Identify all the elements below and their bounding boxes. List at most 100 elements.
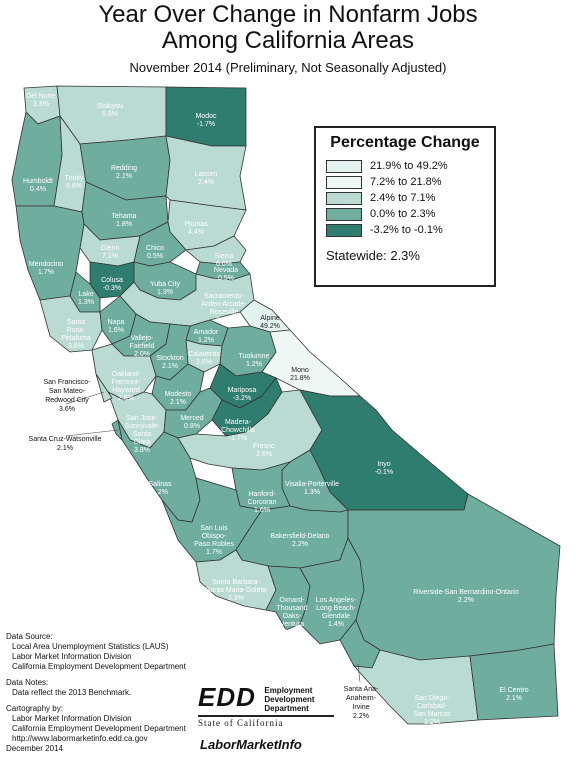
region-label-mendocino: Mendocino 1.7% bbox=[29, 261, 63, 276]
legend-row: 21.9% to 49.2% bbox=[326, 158, 484, 174]
region-label-glenn: Glenn 7.1% bbox=[101, 245, 120, 260]
legend: Percentage Change 21.9% to 49.2% 7.2% to… bbox=[314, 126, 496, 287]
legend-row: -3.2% to -0.1% bbox=[326, 222, 484, 238]
region-label-redding: Redding 2.1% bbox=[111, 165, 137, 180]
label-line: Anaheim- bbox=[346, 695, 376, 702]
edd-logo: EDD Employment Development Department St… bbox=[198, 682, 334, 728]
region-label-salinas: Salinas 1.2% bbox=[149, 481, 172, 496]
region-label-los-angeles-long-beach-glendale: Los Angeles-Long Beach-Glendale 1.4% bbox=[316, 597, 357, 628]
region-label-chico: Chico 0.5% bbox=[146, 245, 164, 260]
legend-row: 0.0% to 2.3% bbox=[326, 206, 484, 222]
label-line: Irvine bbox=[352, 704, 370, 711]
legend-title: Percentage Change bbox=[330, 134, 480, 151]
map-title: Year Over Change in Nonfarm Jobs Among C… bbox=[0, 2, 576, 54]
notes-line: December 2014 bbox=[6, 744, 63, 753]
region-label-nevada: Nevada 0.5% bbox=[214, 267, 238, 282]
region-label-lake: Lake 1.3% bbox=[78, 291, 94, 306]
notes-heading: Data Notes: bbox=[6, 678, 49, 687]
region-label-madera-chowchilla: Madera-Chowchilla -1.7% bbox=[221, 419, 255, 442]
region-label-sierra: Sierra 6.6% bbox=[215, 253, 234, 268]
legend-swatch bbox=[326, 191, 362, 205]
legend-swatch bbox=[326, 175, 362, 189]
region-label-humboldt: Humboldt 0.4% bbox=[23, 178, 53, 193]
legend-label: 0.0% to 2.3% bbox=[370, 208, 436, 220]
leader-line bbox=[65, 391, 105, 405]
region-label-plumas: Plumas 4.4% bbox=[184, 221, 208, 236]
region-label-sacramento-arden-arcade-roseville: Sacramento-Arden-Arcade-Roseville 2.6% bbox=[201, 293, 247, 324]
region-label-inyo: Inyo -0.1% bbox=[375, 461, 393, 476]
region-label-santa-rosa-petaluma: Santa Rosa-Petaluma 3.6% bbox=[61, 319, 91, 350]
region-label-yuba-city: Yuba City 1.3% bbox=[150, 281, 180, 296]
label-santa-ana: Santa Ana- Anaheim- Irvine 2.2% bbox=[336, 685, 386, 721]
label-line: Santa Ana- bbox=[343, 686, 379, 693]
notes-line: Local Area Unemployment Statistics (LAUS… bbox=[12, 642, 169, 651]
region-label-fresno: Fresno 2.6% bbox=[253, 443, 275, 458]
notes-line: Labor Market Information Division bbox=[12, 714, 132, 723]
region-label-tehama: Tehama 1.8% bbox=[112, 213, 137, 228]
region-label-modesto: Modesto 2.1% bbox=[165, 391, 192, 406]
notes-line: California Employment Development Depart… bbox=[12, 662, 186, 671]
region-label-del-norte: Del Norte 3.3% bbox=[26, 93, 56, 108]
edd-org-line: Department bbox=[264, 704, 309, 713]
label-value: 3.6% bbox=[59, 406, 75, 413]
edd-org-line: Development bbox=[264, 695, 315, 704]
notes-line: California Employment Development Depart… bbox=[12, 724, 186, 733]
region-label-vallejo-fairfield: Vallejo-Fairfield 2.0% bbox=[130, 335, 155, 358]
edd-logo-org: Employment Development Department bbox=[264, 686, 314, 713]
legend-label: 7.2% to 21.8% bbox=[370, 176, 442, 188]
edd-logo-state: State of California bbox=[198, 715, 334, 728]
region-label-san-jose-sunnyvale-santa-clara: San Jose-Sunnyvale-Santa Clara 3.8% bbox=[124, 415, 160, 454]
notes-line: Labor Market Information Division bbox=[12, 652, 132, 661]
label-line: Santa Cruz-Watsonville bbox=[28, 436, 102, 443]
region-label-oakland-fremont-hayward: Oakland-Fremont-Hayward 2.8% bbox=[112, 371, 141, 402]
region-label-bakersfield-delano: Bakersfield-Delano 2.2% bbox=[270, 533, 329, 548]
region-label-trinity: Trinity 6.6% bbox=[65, 175, 84, 190]
region-label-visalia-porterville: Visalia-Porterville 1.3% bbox=[285, 481, 339, 496]
label-value: 2.2% bbox=[353, 713, 369, 720]
leader-line bbox=[65, 429, 119, 437]
legend-label: -3.2% to -0.1% bbox=[370, 224, 443, 236]
notes-heading: Cartography by: bbox=[6, 704, 63, 713]
region-el-centro bbox=[469, 643, 559, 721]
map-title-line1: Year Over Change in Nonfarm Jobs bbox=[98, 1, 478, 28]
region-label-modoc: Modoc -1.7% bbox=[195, 113, 217, 128]
region-label-stockton: Stockton 2.1% bbox=[156, 355, 183, 370]
region-riverside-san-bernardino-ontario bbox=[347, 493, 561, 661]
notes-heading: Data Source: bbox=[6, 632, 53, 641]
region-label-colusa: Colusa -0.3% bbox=[101, 277, 123, 292]
legend-swatch bbox=[326, 207, 362, 221]
label-line: San Mateo- bbox=[48, 388, 86, 395]
legend-label: 2.4% to 7.1% bbox=[370, 192, 436, 204]
map-title-line2: Among California Areas bbox=[161, 27, 415, 54]
region-label-tuolumne: Tuolumne 1.2% bbox=[239, 353, 270, 368]
region-label-santa-barbara-santa-maria-goleta: Santa Barbara-Santa Maria-Goleta 2.9% bbox=[206, 579, 267, 602]
legend-label: 21.9% to 49.2% bbox=[370, 160, 448, 172]
region-label-mariposa: Mariposa -3.2% bbox=[228, 387, 257, 402]
region-label-lassen: Lassen 2.4% bbox=[195, 171, 218, 186]
region-label-san-diego-carlsbad-san-marcos: San Diego-Carlsbad-San Marcos 3.2% bbox=[413, 695, 451, 726]
notes-line: http://www.labormarketinfo.edd.ca.gov bbox=[12, 734, 148, 743]
label-santa-cruz: Santa Cruz-Watsonville 2.1% bbox=[16, 435, 114, 453]
region-label-amador: Amador 1.2% bbox=[194, 329, 219, 344]
statewide-value: Statewide: 2.3% bbox=[326, 248, 420, 263]
legend-swatch bbox=[326, 159, 362, 173]
map-subtitle: November 2014 (Preliminary, Not Seasonal… bbox=[129, 60, 447, 75]
region-label-riverside-san-bernardino-ontario: Riverside-San Bernardino-Ontario 2.2% bbox=[413, 589, 519, 604]
region-label-san-luis-obispo-paso-robles: San Luis Obispo-Paso Robles 1.7% bbox=[194, 525, 234, 556]
region-label-napa: Napa 1.6% bbox=[108, 319, 125, 334]
label-value: 2.1% bbox=[57, 445, 73, 452]
region-label-oxnard-thousand-oaks-ventura: Oxnard-Thousand Oaks-Ventura 1.9% bbox=[276, 597, 307, 636]
region-label-mono: Mono 21.8% bbox=[290, 367, 310, 382]
region-label-siskiyou: Siskiyou 5.9% bbox=[97, 103, 123, 118]
region-label-hanford-corcoran: Hanford-Corcoran 1.6% bbox=[248, 491, 277, 514]
region-label-calaveras: Calaveras 2.6% bbox=[188, 351, 220, 366]
edd-logo-mark: EDD bbox=[198, 682, 256, 712]
labormarketinfo-logo: LaborMarketInfo bbox=[200, 737, 302, 752]
label-san-francisco: San Francisco- San Mateo- Redwood City 3… bbox=[22, 378, 112, 414]
notes: Data Source: Local Area Unemployment Sta… bbox=[6, 632, 186, 754]
region-label-el-centro: El Centro 2.1% bbox=[499, 687, 528, 702]
label-line: San Francisco- bbox=[43, 379, 91, 386]
leader-line bbox=[357, 663, 361, 683]
region-label-alpine: Alpine 49.2% bbox=[260, 315, 280, 330]
